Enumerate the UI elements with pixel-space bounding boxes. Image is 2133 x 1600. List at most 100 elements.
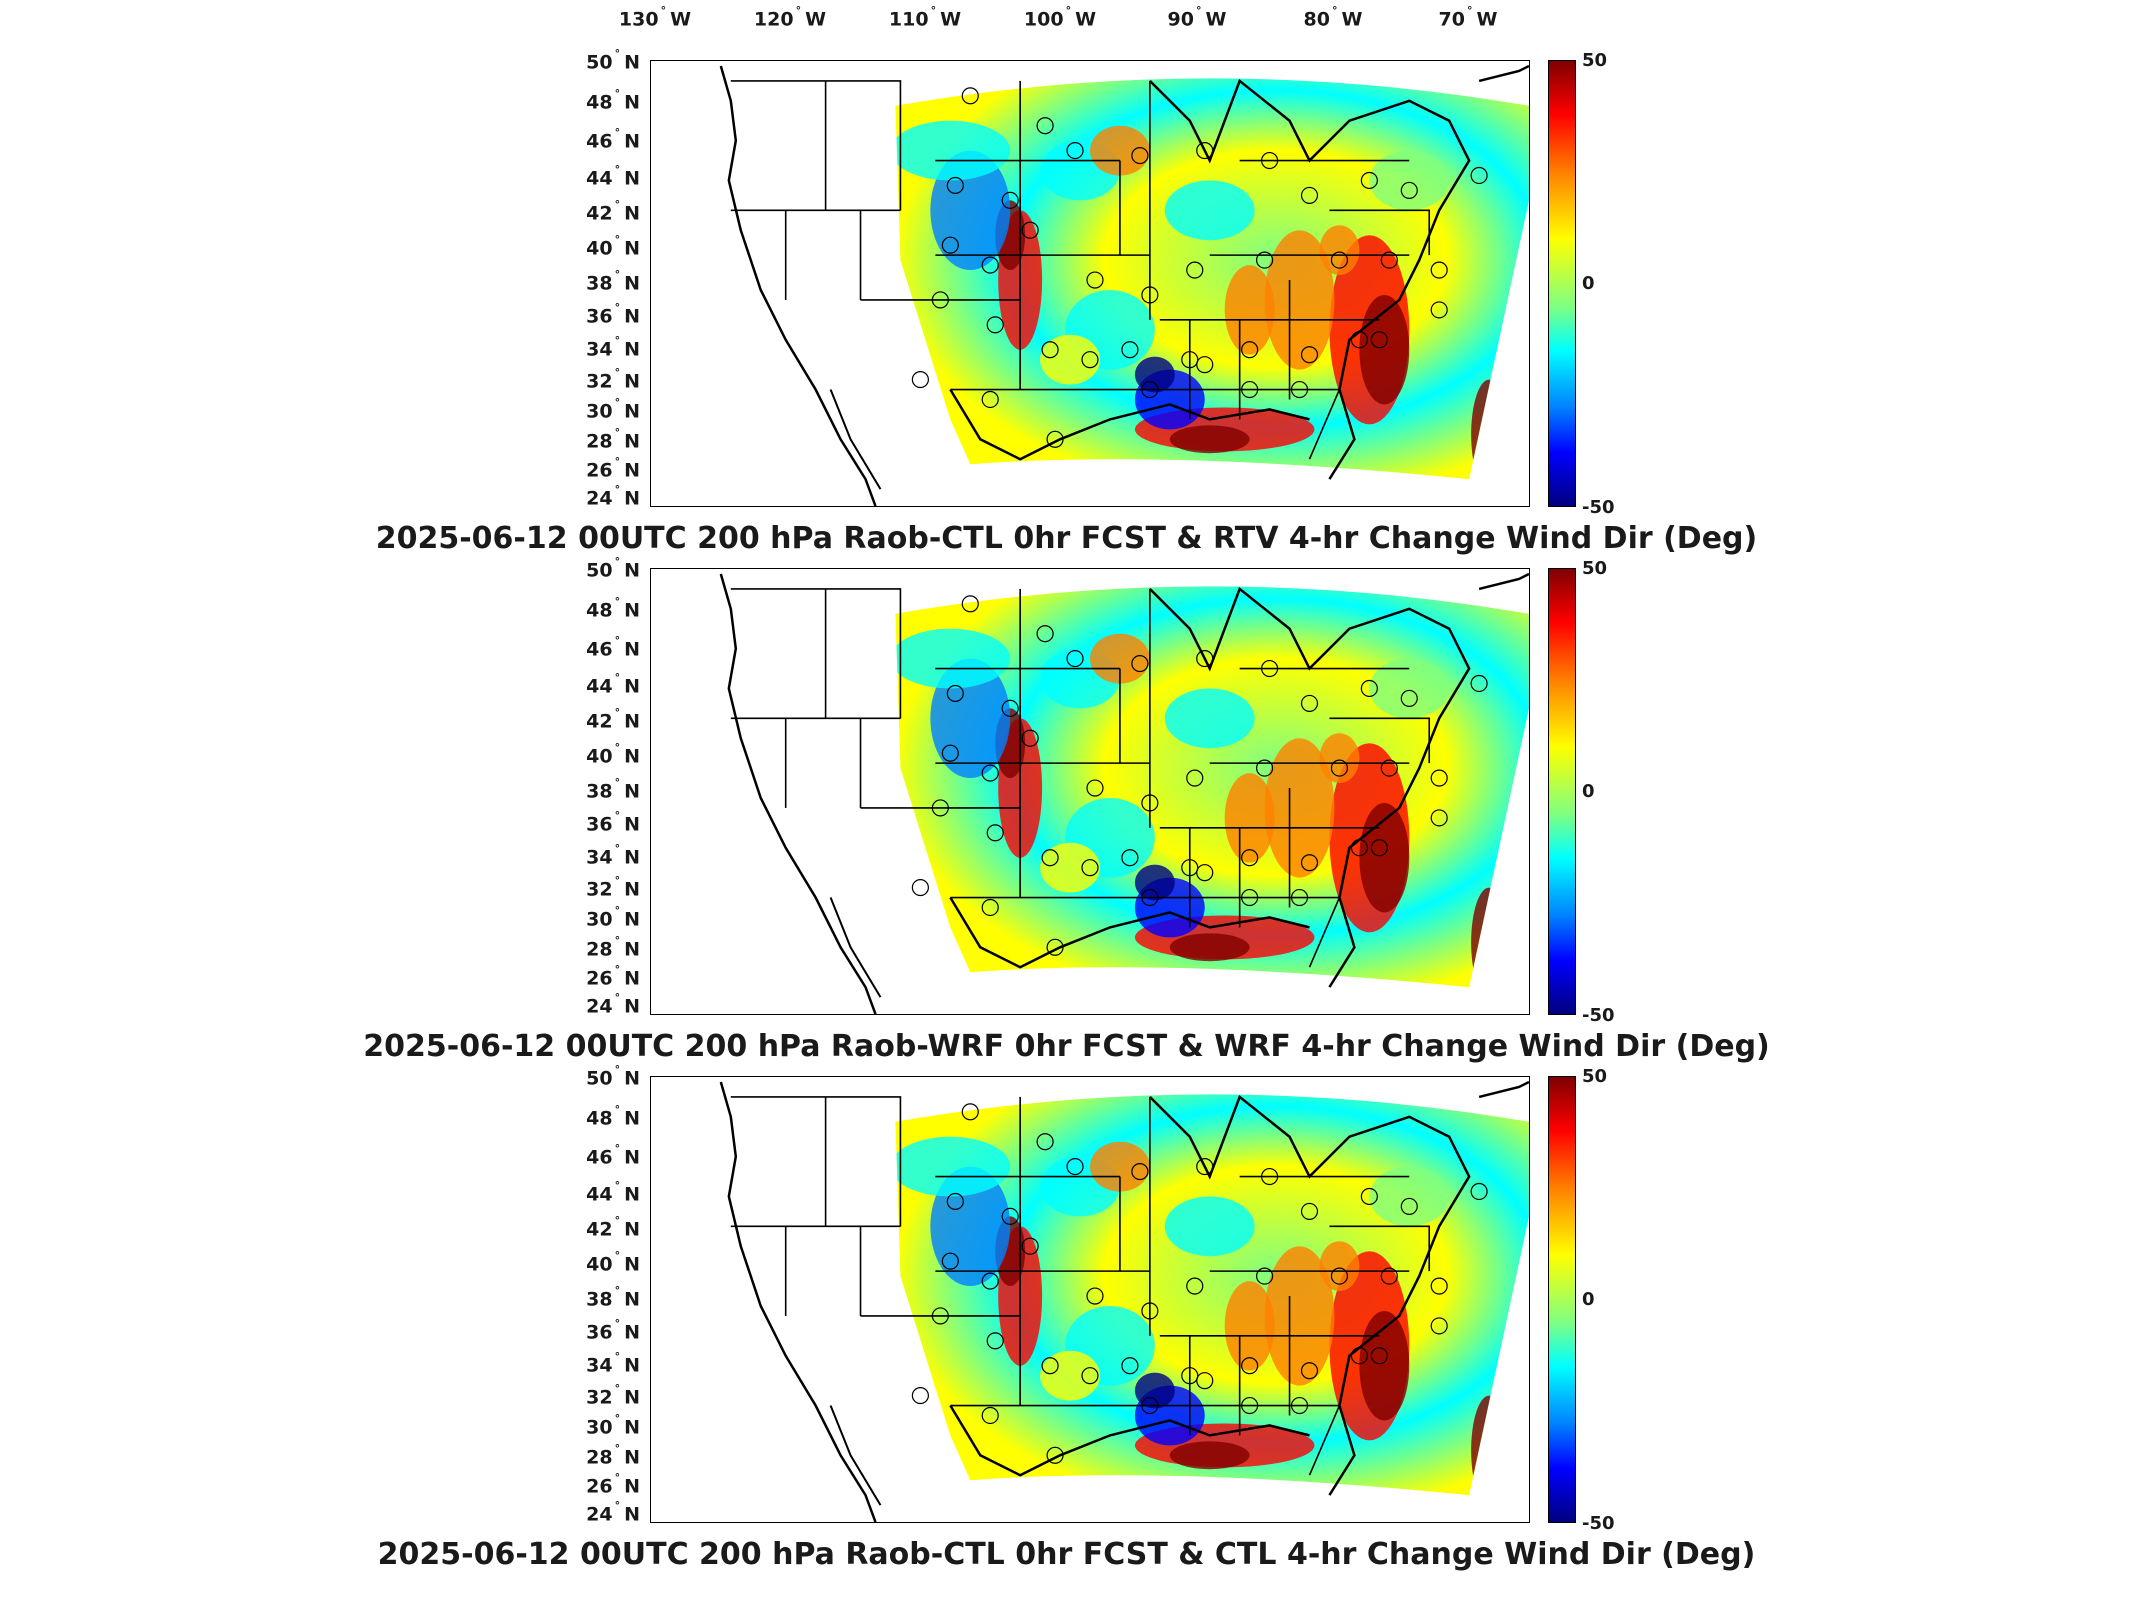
raob-station-marker [1196,650,1214,668]
lon-label: 70 ° W [1438,4,1498,31]
raob-station-marker [1196,356,1214,374]
raob-station-marker [1021,221,1039,239]
raob-station-marker [1196,864,1214,882]
raob-station-marker [1121,1357,1139,1375]
lat-label: 36 ° N [586,809,640,836]
lat-label: 34 ° N [586,1350,640,1377]
map-plot [719,64,1529,506]
colorbar [1548,568,1576,1015]
raob-station-marker [961,595,979,613]
lon-label: 80 ° W [1303,4,1363,31]
raob-station-marker [1081,859,1099,877]
lat-label: 48 ° N [586,595,640,622]
raob-station-marker [1470,1182,1488,1201]
raob-station-marker [986,1332,1004,1350]
raob-station-marker [1300,346,1319,364]
raob-station-marker [1066,1158,1084,1176]
raob-station-marker [931,799,949,817]
raob-station-marker [1181,351,1199,369]
raob-station-marker [1430,261,1448,279]
raob-station-marker [1046,430,1064,448]
raob-station-marker [1300,186,1319,204]
raob-station-marker [1021,729,1039,747]
map-plot [719,572,1529,1014]
raob-station-marker [1261,659,1279,678]
lat-label: 30 ° N [586,904,640,931]
lat-label: 36 ° N [586,1317,640,1344]
raob-station-marker [1186,261,1204,279]
raob-station-marker [1046,1446,1064,1464]
raob-station-marker [1380,759,1398,777]
lat-label: 44 ° N [586,671,640,698]
raob-station-marker [941,236,959,254]
lat-label: 50 ° N [586,555,640,582]
panel-title: 2025-06-12 00UTC 200 hPa Raob-WRF 0hr FC… [363,1029,1770,1064]
lat-label: 46 ° N [586,634,640,661]
raob-station-marker [1141,286,1159,304]
raob-station-marker [1181,859,1199,877]
map-plot [719,1080,1529,1522]
raob-station-marker [1036,117,1054,135]
raob-station-marker [1300,694,1319,712]
raob-station-marker [1256,251,1274,269]
lat-label: 26 ° N [586,963,640,990]
lon-label: 130 ° W [618,4,692,31]
raob-station-marker [1036,625,1054,643]
raob-station-marker [1086,271,1104,289]
lat-label: 38 ° N [586,1284,640,1311]
lat-label: 38 ° N [586,268,640,295]
raob-station-marker [1141,888,1159,907]
raob-station-marker [1086,779,1104,797]
raob-station-marker [931,291,949,309]
raob-station-marker [1470,166,1488,185]
raob-station-marker [1256,1267,1274,1285]
lat-label: 28 ° N [586,934,640,961]
lat-label: 34 ° N [586,842,640,869]
lat-label: 24 ° N [586,483,640,510]
lat-label: 46 ° N [586,126,640,153]
lat-label: 50 ° N [586,47,640,74]
colorbar-mid-label: 0 [1582,781,1595,802]
panel-title: 2025-06-12 00UTC 200 hPa Raob-CTL 0hr FC… [375,521,1758,556]
lat-label: 40 ° N [586,741,640,768]
raob-station-marker [1241,1357,1259,1375]
raob-station-marker [1041,341,1059,359]
raob-station-marker [981,256,999,274]
raob-station-marker [931,1307,949,1325]
raob-station-marker [1261,151,1279,170]
raob-station-marker [1196,1158,1214,1176]
lat-label: 40 ° N [586,1249,640,1276]
raob-station-marker [1380,1267,1398,1285]
raob-station-marker [961,87,979,105]
raob-station-marker [1186,1277,1204,1295]
colorbar-max-label: 50 [1582,558,1608,579]
raob-station-marker [1350,1347,1368,1365]
raob-station-marker [981,1406,999,1425]
raob-station-marker [1370,1347,1388,1365]
raob-station-marker [1021,1237,1039,1255]
raob-station-marker [946,176,964,195]
raob-station-marker [1360,171,1378,190]
lat-label: 28 ° N [586,426,640,453]
lat-label: 32 ° N [586,1382,640,1409]
raob-station-marker [1081,351,1099,369]
raob-station-marker [1300,1202,1319,1220]
lon-label: 110 ° W [888,4,962,31]
raob-station-marker [1261,1167,1279,1186]
lat-label: 24 ° N [586,991,640,1018]
lat-label: 38 ° N [586,776,640,803]
raob-station-marker [1300,854,1319,872]
lat-label: 30 ° N [586,396,640,423]
raob-station-marker [946,1192,964,1211]
raob-station-marker [986,824,1004,842]
raob-station-marker [1196,142,1214,160]
colorbar-min-label: -50 [1582,1005,1615,1026]
raob-station-marker [1430,1277,1448,1295]
map-frame [650,568,1530,1015]
raob-station-marker [1290,1396,1309,1415]
lat-label: 48 ° N [586,1103,640,1130]
raob-station-marker [1081,1367,1099,1385]
raob-station-marker [1141,1396,1159,1415]
raob-station-marker [1241,849,1259,867]
